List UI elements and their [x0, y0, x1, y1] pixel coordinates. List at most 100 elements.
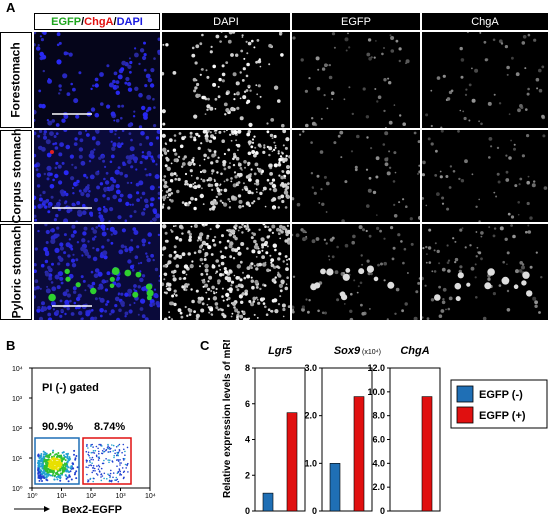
flow-dot [118, 469, 121, 471]
flow-dot [63, 454, 65, 457]
flow-dot [51, 474, 54, 476]
flow-dot [50, 465, 52, 467]
row-label-pyloric: Pyloric stomach [0, 224, 32, 320]
flow-dot [55, 457, 58, 460]
flow-dot [52, 469, 55, 472]
flow-dot [85, 466, 87, 468]
flow-dot [98, 450, 100, 453]
flow-dot [67, 480, 70, 483]
flow-dot [122, 457, 125, 460]
flow-dot [55, 472, 58, 475]
flow-dot [74, 457, 77, 460]
flow-dot [87, 447, 89, 449]
flow-dot [90, 445, 92, 447]
flow-dot [103, 451, 105, 453]
flow-dot [92, 465, 95, 467]
y-tick-label: 0 [245, 506, 250, 516]
flow-dot [66, 476, 69, 479]
y-tick-label: 6 [245, 399, 250, 409]
flow-dot [68, 459, 71, 462]
chart-lgr5: Lgr5 0 2 4 6 8 [245, 345, 306, 516]
flow-dot [103, 459, 105, 462]
flow-dot [88, 454, 90, 457]
flow-dot [46, 479, 49, 482]
left-percent: 90.9% [42, 421, 73, 433]
flow-dot [122, 477, 125, 480]
flow-dot [70, 478, 73, 481]
flow-dot [112, 444, 115, 447]
chart-frame [389, 367, 441, 512]
flow-dot [91, 462, 93, 464]
chart-sox9: Sox9 0 1.0 2.0 3.0 [304, 345, 373, 516]
flow-dot [109, 476, 111, 479]
chart-chga: ChgA (x10⁴) 0 2.0 4.0 6.0 8.0 10.0 12.0 [362, 345, 441, 516]
flow-dot [119, 462, 121, 464]
flow-dot [41, 457, 44, 460]
flow-dot [55, 476, 58, 479]
flow-dot [52, 464, 55, 467]
chga-header: ChgA [422, 13, 548, 30]
right-percent: 8.74% [94, 421, 125, 433]
flow-dot [73, 453, 75, 456]
flow-dot [76, 466, 79, 469]
y-tick-label: 4 [245, 435, 250, 445]
flow-dot [41, 465, 44, 468]
flow-dot [55, 468, 58, 471]
flow-dot [42, 455, 45, 458]
flow-dot [57, 473, 60, 476]
flow-dot [107, 459, 109, 461]
flow-dot [85, 450, 88, 453]
flow-dot [91, 471, 93, 474]
flow-dot [43, 469, 45, 472]
flow-dot [107, 445, 109, 447]
flow-dot [93, 467, 96, 470]
flow-dot [72, 467, 74, 470]
flow-dot [107, 447, 110, 450]
flow-dot [87, 453, 89, 456]
flow-dot [37, 454, 40, 457]
flow-dot [71, 462, 74, 465]
bar-egfp-neg [329, 463, 341, 512]
flow-dot [117, 470, 120, 473]
flow-y-tick-label: 10² [12, 426, 23, 433]
flow-dot [49, 452, 52, 455]
flow-dot [94, 470, 96, 472]
dapi-header: DAPI [162, 13, 290, 30]
flow-dot [95, 445, 98, 448]
flow-dot [117, 459, 119, 461]
micrograph-egfp-row2 [292, 130, 420, 222]
flow-dot [53, 467, 56, 470]
flow-dot [90, 458, 92, 461]
chart-title: ChgA [400, 345, 429, 357]
flow-dot [111, 444, 113, 446]
flow-dot [98, 456, 100, 458]
flow-dot [51, 467, 54, 470]
flow-dot [68, 475, 71, 478]
flow-dot [38, 471, 41, 473]
flow-dot [87, 479, 89, 481]
flow-x-ticks: 10⁰ 10¹ 10² 10³ 10⁴ [27, 488, 156, 500]
gate-right [82, 437, 132, 485]
flow-dot [116, 465, 118, 467]
merge-header: EGFP/ChgA/DAPI [34, 13, 160, 30]
flow-dot [57, 452, 60, 454]
flow-dot [47, 471, 50, 474]
flow-dot [110, 447, 112, 450]
flow-y-tick-label: 10⁰ [12, 485, 23, 493]
flow-x-tick-label: 10⁴ [145, 493, 156, 500]
flow-dot [103, 448, 105, 450]
flow-dot [107, 443, 109, 446]
merge-title: EGFP/ChgA/DAPI [51, 16, 143, 28]
flow-dot [103, 472, 106, 475]
flow-dot [86, 445, 88, 447]
flow-dot [109, 459, 111, 461]
micrograph-merge-row1 [34, 32, 160, 128]
flow-dot [60, 455, 63, 458]
flow-dot [113, 456, 115, 459]
flow-dot [46, 461, 49, 464]
flow-dot [44, 453, 47, 456]
merge-title-part: EGFP [51, 15, 82, 28]
flow-dot [87, 451, 90, 454]
flow-dot [74, 471, 77, 474]
flow-dot [45, 476, 48, 479]
